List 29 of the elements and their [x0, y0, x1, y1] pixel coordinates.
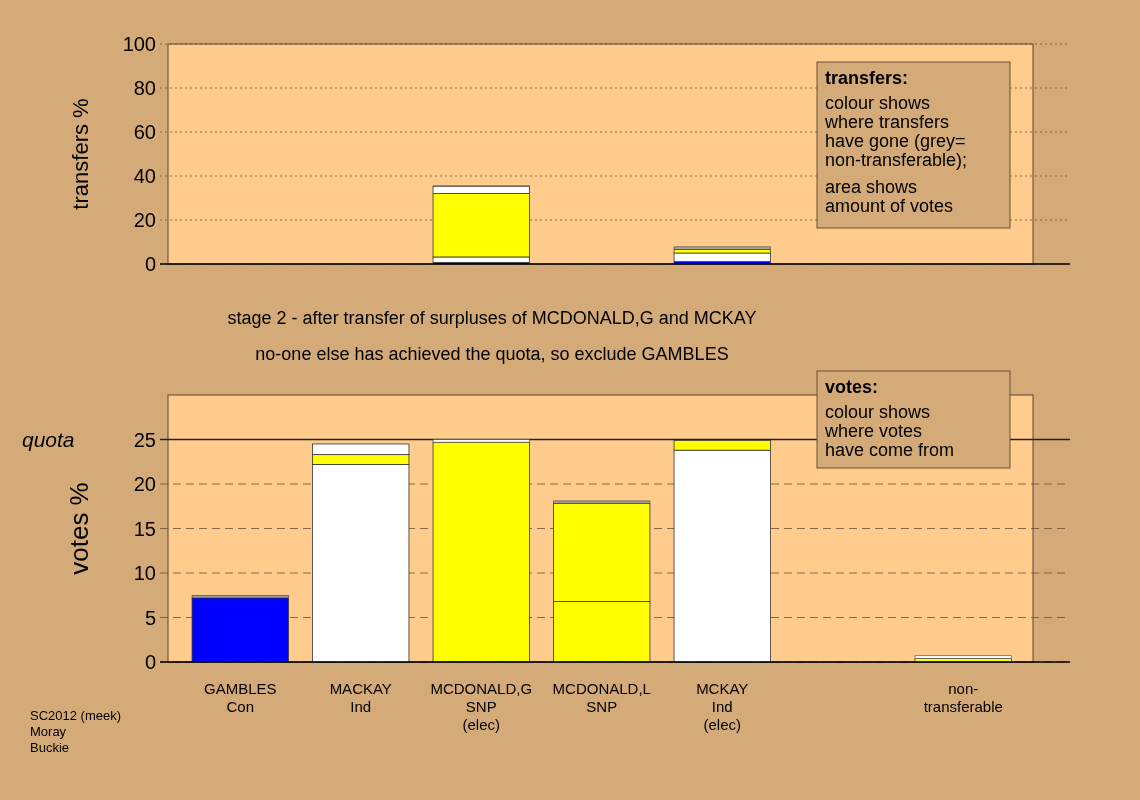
chart-title: stage 2 - after transfer of surpluses of MCDONALD,G and MCKAY [227, 308, 757, 328]
y-tick-label: 10 [133, 562, 156, 584]
y-tick-label: 60 [133, 121, 156, 143]
annotation: votes: [825, 377, 879, 397]
annotation: colour shows where transfers have gone (grey= non-transferable); [824, 93, 968, 170]
y-tick-label: 20 [133, 473, 156, 495]
text: SC2012 (meek) Moray Buckie [30, 708, 122, 755]
x-tick-label: MCDONALD,G SNP (elec) [430, 680, 533, 733]
y-tick-label: 20 [133, 209, 156, 231]
y-tick-label: 0 [144, 253, 156, 275]
annotation: area shows amount of votes [825, 177, 954, 216]
x-tick-label: MACKAY Ind [329, 680, 392, 715]
annotation: transfers: [825, 68, 909, 88]
x-tick-label: MCDONALD,L SNP [552, 680, 651, 715]
y-axis-title: transfers % [68, 98, 93, 210]
y-axis-title: votes % [64, 482, 94, 575]
y-tick-label: 40 [133, 165, 156, 187]
x-tick-label: GAMBLES Con [203, 680, 277, 715]
y-tick-label: 25 [133, 428, 156, 451]
y-tick-label: 0 [144, 651, 156, 673]
y-tick-label: 80 [133, 77, 156, 99]
y-tick-label: 5 [144, 606, 156, 629]
chart-subtitle: no-one else has achieved the quota, so exclude GAMBLES [255, 344, 729, 364]
y-tick-label: 100 [122, 33, 156, 55]
annotation: colour shows where votes have come from [824, 402, 955, 460]
y-tick-label: 15 [133, 517, 156, 540]
x-tick-label: non- transferable [923, 680, 1003, 715]
x-tick-label: MCKAY Ind (elec) [696, 680, 749, 733]
ref-line-label: quota [22, 427, 75, 451]
